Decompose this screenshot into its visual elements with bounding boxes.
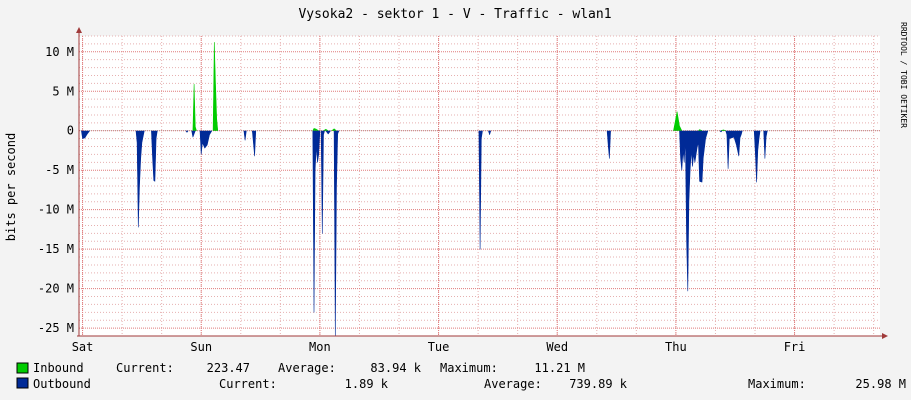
- outbound-area: [81, 130, 768, 337]
- y-tick-label: 5 M: [52, 84, 74, 98]
- y-tick-label: -5 M: [45, 163, 74, 177]
- inbound-legend-name: Inbound: [33, 361, 84, 375]
- outbound-current-label: Current:: [219, 377, 277, 391]
- y-tick-label: 10 M: [45, 45, 74, 59]
- inbound-average-value: 83.94 k: [370, 361, 421, 375]
- chart-title: Vysoka2 - sektor 1 - V - Traffic - wlan1: [298, 7, 611, 22]
- x-tick-label: Sun: [190, 340, 212, 354]
- x-tick-label: Tue: [428, 340, 450, 354]
- outbound-average-value: 739.89 k: [569, 377, 628, 391]
- x-tick-label: Thu: [665, 340, 687, 354]
- x-tick-label: Wed: [546, 340, 568, 354]
- y-tick-label: -20 M: [38, 282, 74, 296]
- y-tick-label: -10 M: [38, 203, 74, 217]
- outbound-maximum-label: Maximum:: [748, 377, 806, 391]
- inbound-average-label: Average:: [278, 361, 336, 375]
- x-tick-label: Sat: [72, 340, 94, 354]
- legend: Inbound Current: 223.47 Average: 83.94 k…: [16, 361, 906, 391]
- outbound-average-label: Average:: [484, 377, 542, 391]
- x-tick-label: Mon: [309, 340, 331, 354]
- outbound-legend-swatch: [16, 377, 29, 389]
- x-tick-label: Fri: [784, 340, 806, 354]
- inbound-area: [192, 42, 726, 131]
- inbound-current-label: Current:: [116, 361, 174, 375]
- plot-area: 10 M 5 M 0 -5 M -10 M -15 M -20 M -25 M Sat Sun Mo…: [38, 27, 888, 354]
- inbound-maximum-value: 11.21 M: [534, 361, 585, 375]
- y-tick-label: 0: [67, 124, 74, 138]
- rrdtool-watermark: RRDTOOL / TOBI OETIKER: [899, 22, 908, 128]
- y-axis-label: bits per second: [4, 133, 18, 241]
- outbound-maximum-value: 25.98 M: [855, 377, 906, 391]
- inbound-current-value: 223.47: [207, 361, 250, 375]
- y-tick-label: -15 M: [38, 242, 74, 256]
- x-axis-arrow: [882, 333, 888, 339]
- y-tick-label: -25 M: [38, 321, 74, 335]
- inbound-legend-swatch: [16, 362, 29, 374]
- outbound-current-value: 1.89 k: [345, 377, 389, 391]
- y-axis-arrow: [76, 27, 82, 33]
- inbound-maximum-label: Maximum:: [440, 361, 498, 375]
- outbound-legend-name: Outbound: [33, 377, 91, 391]
